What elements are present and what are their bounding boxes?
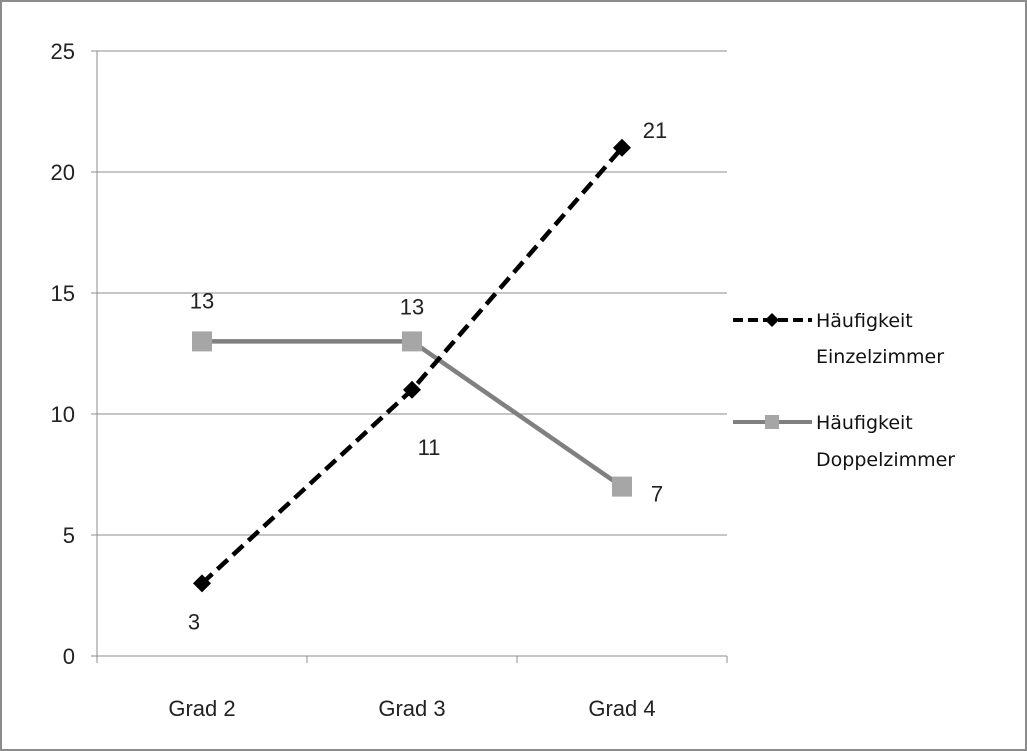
x-tick-label-4: Grad 4 <box>588 696 655 721</box>
series-line-einzelzimmer <box>200 146 624 586</box>
point-einzelzimmer-1 <box>403 380 421 399</box>
y-tick-label-5: 5 <box>63 523 75 548</box>
y-tick-label-15: 15 <box>51 281 75 306</box>
y-tick-label-20: 20 <box>51 160 75 185</box>
point-doppelzimmer-0 <box>192 331 212 352</box>
gridlines <box>97 50 727 536</box>
x-tick-label-2: Grad 2 <box>168 696 235 721</box>
legend-label-einzelzimmer-line1: Häufigkeit <box>816 310 913 332</box>
legend-marker-square <box>765 415 779 429</box>
data-label-einzelzimmer-1: 11 <box>418 435 441 460</box>
point-einzelzimmer-2 <box>613 138 631 157</box>
data-label-doppelzimmer-1: 13 <box>400 294 424 319</box>
legend-item-doppelzimmer: Häufigkeit Doppelzimmer <box>733 412 955 471</box>
legend-label-einzelzimmer-line2: Einzelzimmer <box>816 346 944 368</box>
point-doppelzimmer-2 <box>612 476 632 497</box>
x-tick-labels: Grad 2 Grad 3 Grad 4 <box>168 696 655 721</box>
data-label-einzelzimmer-2: 21 <box>643 118 667 143</box>
legend-marker-diamond <box>765 313 779 327</box>
series <box>192 138 632 593</box>
data-label-doppelzimmer-0: 13 <box>190 288 214 313</box>
x-tick-label-3: Grad 3 <box>378 696 445 721</box>
point-einzelzimmer-0 <box>193 574 211 593</box>
data-labels: 3 11 21 13 13 7 <box>188 118 667 635</box>
y-tick-label-10: 10 <box>51 402 75 427</box>
data-label-einzelzimmer-0: 3 <box>188 609 200 634</box>
y-tick-label-0: 0 <box>63 644 75 669</box>
y-tick-label-25: 25 <box>51 39 75 64</box>
legend-label-doppelzimmer-line1: Häufigkeit <box>816 412 913 434</box>
axes <box>91 50 728 663</box>
data-label-doppelzimmer-2: 7 <box>651 482 663 507</box>
legend: Häufigkeit Einzelzimmer Häufigkeit Doppe… <box>733 310 955 471</box>
legend-label-doppelzimmer-line2: Doppelzimmer <box>816 449 955 471</box>
y-tick-labels: 0 5 10 15 20 25 <box>51 39 75 669</box>
legend-item-einzelzimmer: Häufigkeit Einzelzimmer <box>733 310 944 368</box>
point-doppelzimmer-1 <box>402 331 422 352</box>
